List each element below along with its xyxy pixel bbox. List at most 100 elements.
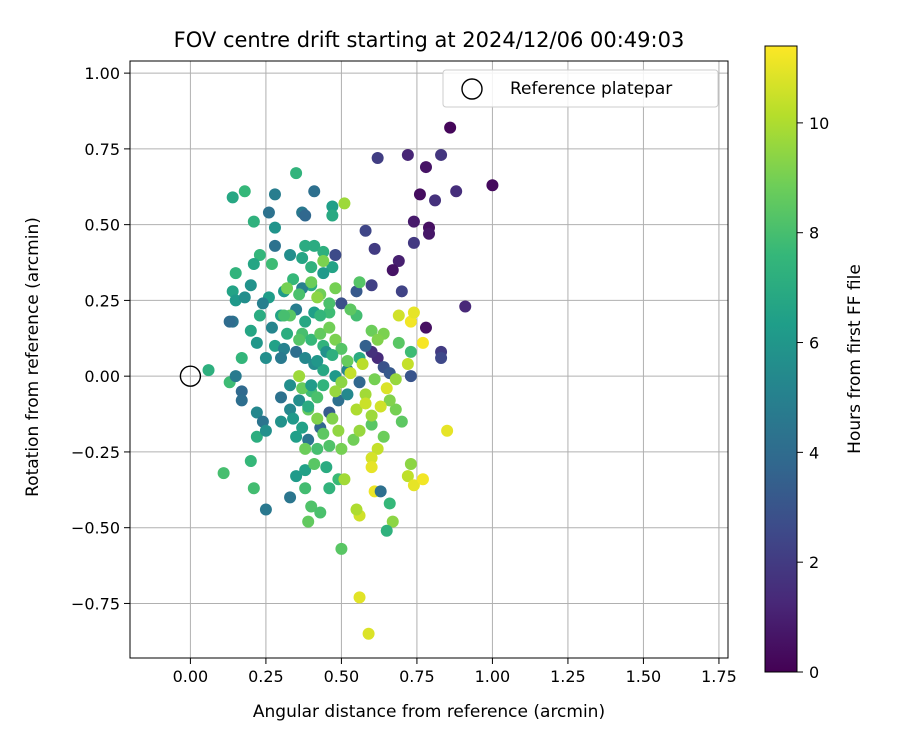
data-point <box>392 309 405 322</box>
x-tick-label: 0.25 <box>248 667 284 686</box>
y-tick-label: 0.25 <box>84 291 120 310</box>
data-point <box>259 503 272 516</box>
data-point <box>326 348 339 361</box>
y-tick-label: 0.50 <box>84 216 120 235</box>
data-point <box>350 285 363 298</box>
data-point <box>302 515 315 528</box>
data-point <box>259 424 272 437</box>
data-point <box>290 345 303 358</box>
data-point <box>392 255 405 268</box>
data-point <box>332 394 345 407</box>
data-point <box>401 148 414 161</box>
chart-title: FOV centre drift starting at 2024/12/06 … <box>174 28 685 52</box>
legend: Reference platepar <box>442 69 719 108</box>
data-point <box>311 291 324 304</box>
data-point <box>314 309 327 322</box>
data-point <box>323 306 336 319</box>
data-point <box>284 491 297 504</box>
data-point <box>371 442 384 455</box>
data-point <box>317 267 330 280</box>
data-point <box>259 351 272 364</box>
data-point <box>317 427 330 440</box>
data-point <box>287 273 300 286</box>
data-point <box>450 185 463 198</box>
data-point <box>444 121 457 134</box>
data-point <box>256 297 269 310</box>
data-point <box>350 403 363 416</box>
data-point <box>250 336 263 349</box>
legend-marker-open-circle <box>461 78 483 100</box>
data-point <box>247 258 260 271</box>
y-tick-label: −0.75 <box>71 594 120 613</box>
data-point <box>386 515 399 528</box>
data-point <box>299 315 312 328</box>
data-point <box>238 291 251 304</box>
data-point <box>293 394 306 407</box>
data-point <box>311 355 324 368</box>
data-point <box>365 324 378 337</box>
data-point <box>314 506 327 519</box>
data-point <box>293 288 306 301</box>
data-point <box>395 415 408 428</box>
x-axis-label: Angular distance from reference (arcmin) <box>253 702 605 722</box>
x-tick-label: 1.75 <box>701 667 737 686</box>
data-point <box>247 215 260 228</box>
data-point <box>392 336 405 349</box>
data-point <box>335 442 348 455</box>
data-point <box>317 364 330 377</box>
data-point <box>335 342 348 355</box>
data-point <box>383 497 396 510</box>
data-point <box>335 297 348 310</box>
data-point <box>317 379 330 392</box>
data-point <box>404 458 417 471</box>
data-point <box>299 464 312 477</box>
data-point <box>326 261 339 274</box>
data-point <box>256 415 269 428</box>
data-point <box>401 470 414 483</box>
data-point <box>353 591 366 604</box>
colorbar-tick-label: 0 <box>809 663 819 682</box>
data-point <box>265 258 278 271</box>
data-point <box>435 148 448 161</box>
data-point <box>329 385 342 398</box>
data-point <box>338 473 351 486</box>
data-point <box>365 409 378 422</box>
colorbar-tick-label: 10 <box>809 114 829 133</box>
data-point <box>335 376 348 389</box>
data-point <box>244 324 257 337</box>
x-tick-label: 1.25 <box>550 667 586 686</box>
data-point <box>217 467 230 480</box>
data-point <box>329 282 342 295</box>
data-point <box>293 333 306 346</box>
data-point <box>320 461 333 474</box>
data-point <box>299 442 312 455</box>
data-points <box>179 121 499 640</box>
data-point <box>368 373 381 386</box>
x-tick-label: 0.75 <box>399 667 435 686</box>
colorbar-tick-label: 2 <box>809 553 819 572</box>
data-point <box>353 276 366 289</box>
data-point <box>229 370 242 383</box>
data-point <box>374 485 387 498</box>
data-point <box>416 473 429 486</box>
grid <box>130 61 728 658</box>
y-tick-label: 0.75 <box>84 140 120 159</box>
plot-frame <box>129 60 729 659</box>
data-point <box>386 264 399 277</box>
data-point <box>235 351 248 364</box>
data-point <box>423 227 435 240</box>
data-point <box>235 394 248 407</box>
data-point <box>202 364 215 377</box>
data-point <box>332 424 345 437</box>
colorbar-label: Hours from first FF file <box>845 264 865 454</box>
data-point <box>311 442 324 455</box>
data-point <box>338 197 351 210</box>
data-point <box>404 370 417 383</box>
data-point <box>262 206 275 219</box>
data-point <box>407 306 420 319</box>
data-point <box>229 294 242 307</box>
data-point <box>299 351 312 364</box>
data-point <box>299 239 312 252</box>
data-point <box>326 200 339 213</box>
